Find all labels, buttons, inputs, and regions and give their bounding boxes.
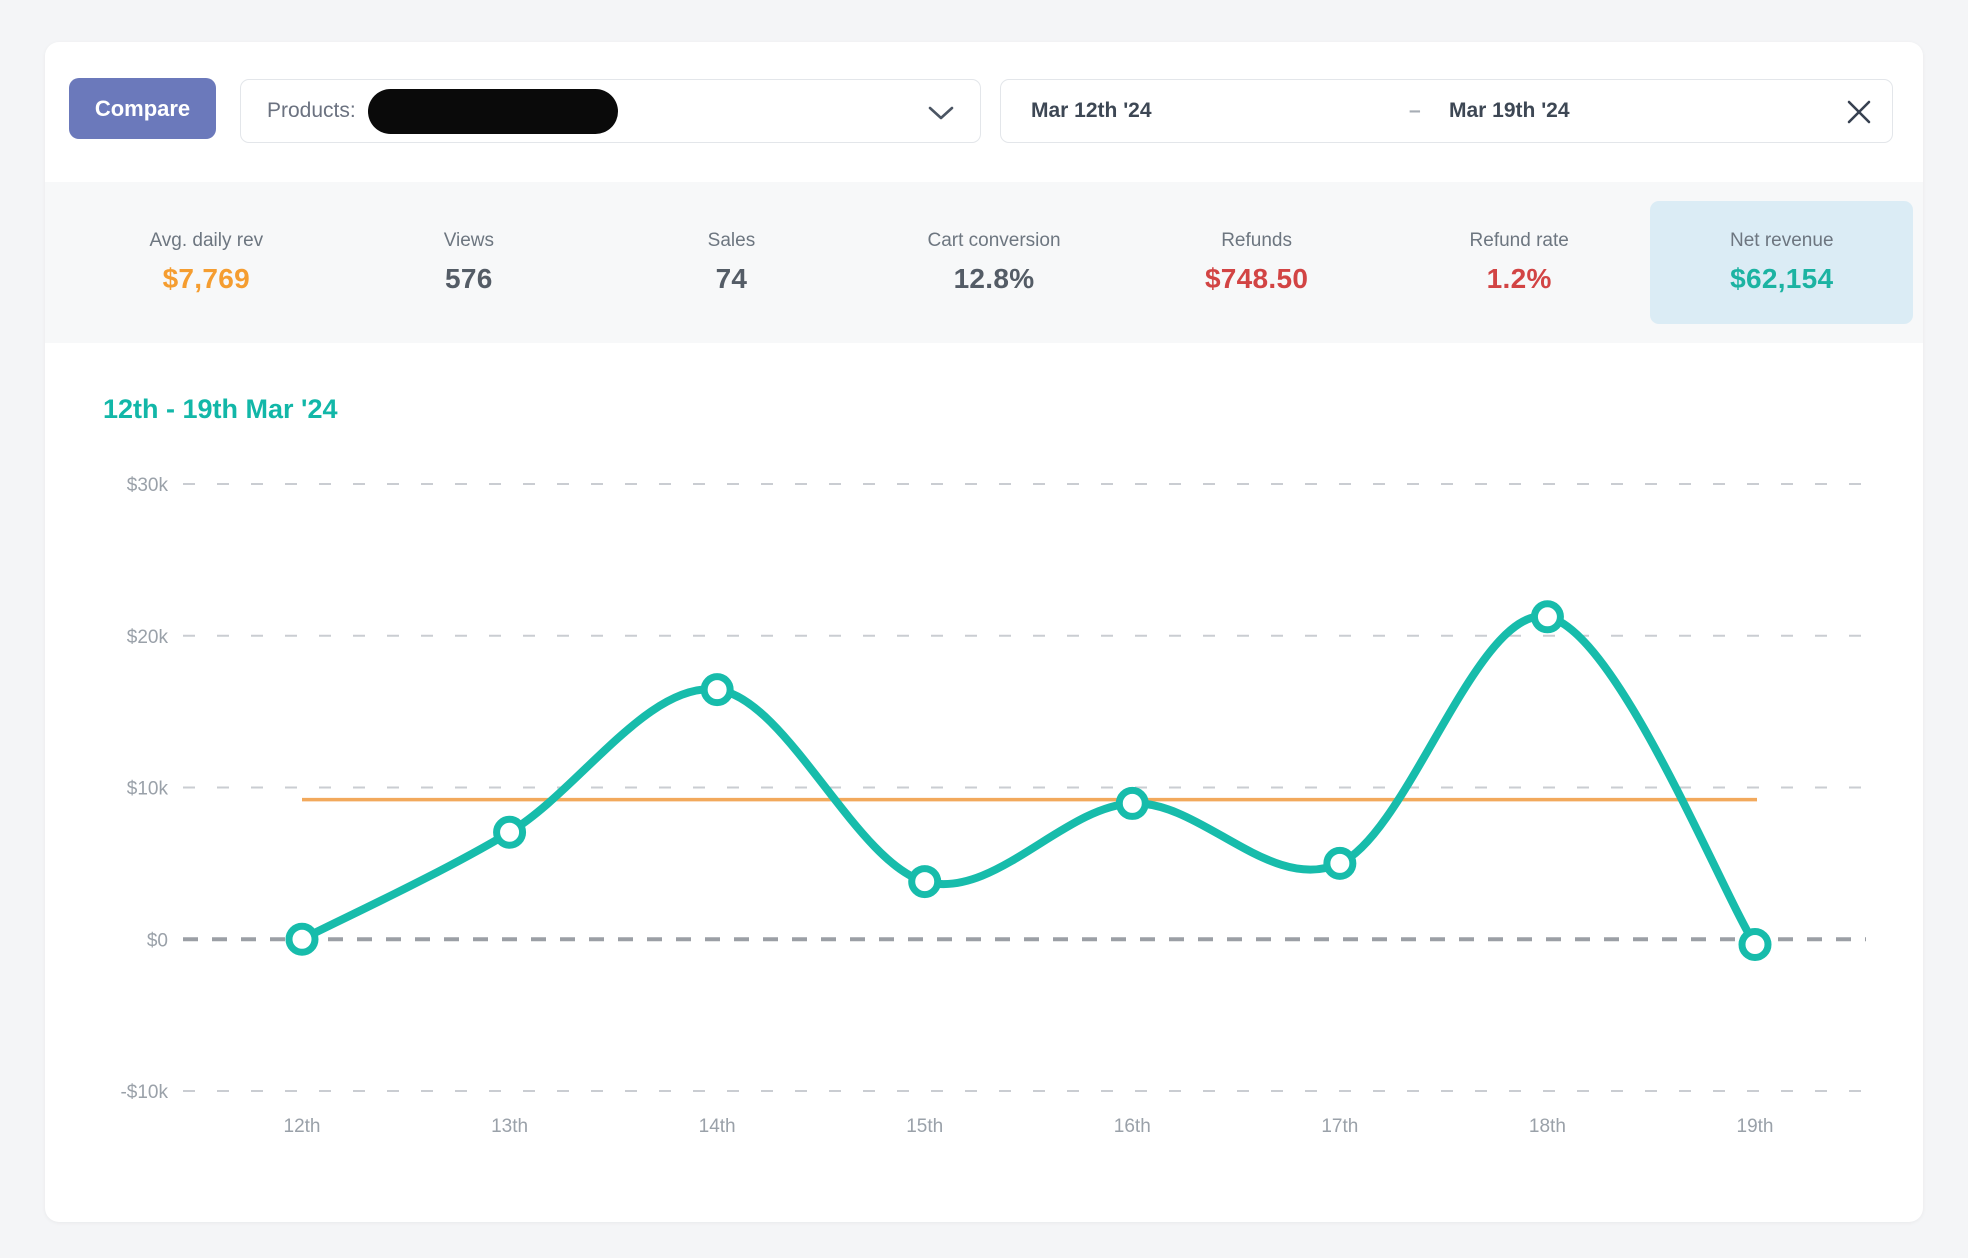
chart-title: 12th - 19th Mar '24 (103, 394, 338, 424)
stat-tile-avg-daily-rev[interactable]: Avg. daily rev $7,769 (75, 182, 338, 343)
stat-tile-refunds[interactable]: Refunds $748.50 (1125, 182, 1388, 343)
clear-date-range-button[interactable] (1840, 93, 1878, 131)
stat-label: Refund rate (1469, 230, 1569, 251)
stats-band: Avg. daily rev $7,769 Views 576 Sales 74 Cart … (45, 182, 1923, 343)
y-tick-label: $20k (127, 627, 169, 648)
stat-value: 12.8% (953, 263, 1035, 294)
stat-label: Cart conversion (927, 230, 1061, 251)
data-point-marker (285, 922, 319, 956)
stat-tile-views[interactable]: Views 576 (338, 182, 601, 343)
x-tick-label: 19th (1737, 1116, 1774, 1137)
y-tick-label: $10k (127, 779, 169, 800)
products-select[interactable]: Products: (240, 79, 981, 143)
stat-label: Views (443, 230, 495, 251)
stat-tile-net-revenue[interactable]: Net revenue $62,154 (1650, 201, 1914, 324)
stat-tile-cart-conversion[interactable]: Cart conversion 12.8% (863, 182, 1126, 343)
stat-value: 576 (445, 263, 493, 294)
y-tick-label: $0 (147, 930, 168, 951)
x-tick-label: 18th (1529, 1116, 1566, 1137)
x-tick-label: 12th (284, 1116, 321, 1137)
data-point-marker (1115, 786, 1149, 820)
close-icon (1847, 100, 1871, 124)
x-tick-label: 17th (1321, 1116, 1358, 1137)
data-point-marker (908, 865, 942, 899)
data-point-marker (493, 815, 527, 849)
redacted-product-name (367, 88, 618, 134)
x-tick-label: 14th (699, 1116, 736, 1137)
date-range-picker: Mar 12th '24 – Mar 19th '24 (1000, 79, 1893, 143)
stat-tile-refund-rate[interactable]: Refund rate 1.2% (1388, 182, 1651, 343)
analytics-card: Compare Products: Mar 12th '24 – Mar 19t… (45, 42, 1923, 1222)
data-point-marker (1738, 928, 1772, 962)
toolbar: Compare Products: Mar 12th '24 – Mar 19t… (45, 42, 1923, 182)
compare-button[interactable]: Compare (69, 78, 216, 139)
stat-tile-sales[interactable]: Sales 74 (600, 182, 863, 343)
stat-value: 1.2% (1486, 263, 1552, 294)
date-from-field[interactable]: Mar 12th '24 (1031, 99, 1152, 122)
stat-value: $62,154 (1730, 263, 1834, 294)
stat-value: $748.50 (1204, 263, 1309, 294)
x-tick-label: 13th (491, 1116, 528, 1137)
stat-label: Avg. daily rev (149, 230, 264, 251)
date-to-field[interactable]: Mar 19th '24 (1449, 99, 1570, 122)
x-tick-label: 15th (906, 1116, 943, 1137)
y-tick-label: -$10k (120, 1082, 168, 1103)
stat-label: Refunds (1221, 230, 1292, 251)
stat-value: $7,769 (162, 263, 251, 294)
y-tick-label: $30k (127, 475, 169, 496)
data-point-marker (1323, 846, 1357, 880)
revenue-line-chart: $30k $20k $10k $0 -$10k 12th 13th 14th 15th 16th 1… (120, 475, 1866, 1137)
stat-label: Net revenue (1730, 230, 1834, 251)
x-tick-label: 16th (1114, 1116, 1151, 1137)
data-point-marker (1530, 600, 1564, 634)
date-range-separator: – (1409, 99, 1421, 122)
chevron-down-icon (928, 106, 954, 120)
series-line (298, 612, 1759, 949)
products-select-label: Products: (267, 99, 356, 122)
data-point-marker (700, 673, 734, 707)
stat-value: 74 (715, 263, 748, 294)
stat-label: Sales (707, 230, 756, 251)
